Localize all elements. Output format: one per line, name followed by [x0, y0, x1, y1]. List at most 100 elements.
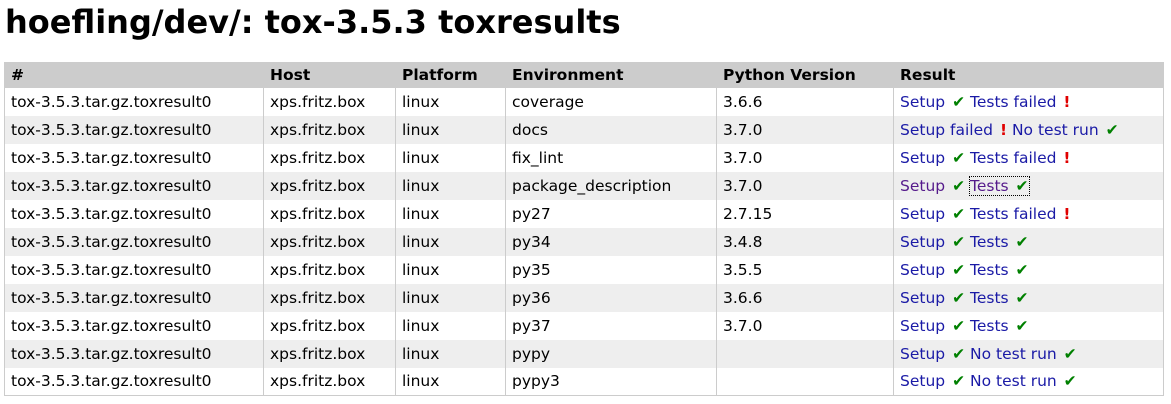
python-version-cell: [716, 367, 894, 396]
environment-cell: py34: [505, 227, 717, 256]
host-cell: xps.fritz.box: [263, 283, 396, 312]
column-header-host: Host: [263, 62, 396, 88]
environment-cell: pypy3: [505, 367, 717, 396]
environment-cell: py37: [505, 311, 717, 340]
checkmark-icon: ✔: [952, 288, 966, 307]
checkmark-icon: ✔: [1063, 344, 1077, 363]
result-name-cell: tox-3.5.3.tar.gz.toxresult0: [4, 339, 264, 368]
setup-result-link[interactable]: Setup: [900, 289, 945, 307]
python-version-cell: [716, 339, 894, 368]
tests-label: Tests: [970, 288, 1009, 307]
exclamation-icon: !: [1063, 92, 1071, 111]
tests-result-link[interactable]: Tests: [970, 317, 1009, 335]
host-cell: xps.fritz.box: [263, 199, 396, 228]
host-cell: xps.fritz.box: [263, 339, 396, 368]
setup-label: Setup: [900, 260, 946, 279]
platform-cell: linux: [395, 255, 506, 284]
tests-label: No test run: [970, 344, 1057, 363]
checkmark-icon: ✔: [1063, 372, 1077, 391]
result-cell: Setup ✔ Tests ✔: [894, 256, 1164, 284]
setup-result-link[interactable]: Setup: [900, 317, 945, 335]
tests-result-link[interactable]: Tests ✔: [969, 175, 1030, 196]
checkmark-icon: ✔: [952, 344, 966, 363]
result-cell: Setup ✔ No test run ✔: [894, 340, 1164, 368]
table-row: tox-3.5.3.tar.gz.toxresult0 xps.fritz.box…: [4, 199, 1164, 228]
environment-cell: pypy: [505, 339, 717, 368]
setup-label: Setup: [900, 176, 946, 195]
tests-result-link[interactable]: Tests failed: [970, 205, 1056, 223]
platform-cell: linux: [395, 143, 506, 172]
tests-label: No test run: [1011, 120, 1099, 139]
setup-result-link[interactable]: Setup: [900, 205, 945, 223]
checkmark-icon: ✔: [952, 260, 966, 279]
environment-cell: coverage: [505, 87, 717, 116]
tests-result-link[interactable]: Tests: [970, 289, 1009, 307]
environment-cell: fix_lint: [505, 143, 717, 172]
python-version-cell: 3.6.6: [716, 87, 894, 116]
setup-result-link[interactable]: Setup: [900, 149, 945, 167]
environment-cell: py35: [505, 255, 717, 284]
checkmark-icon: ✔: [952, 372, 966, 391]
tests-result-link[interactable]: No test run: [1012, 121, 1099, 139]
result-cell: Setup ✔ Tests ✔: [894, 228, 1164, 256]
table-body: tox-3.5.3.tar.gz.toxresult0 xps.fritz.box…: [4, 87, 1164, 396]
tests-result-link[interactable]: Tests: [970, 261, 1009, 279]
python-version-cell: 3.7.0: [716, 171, 894, 200]
page-title: hoefling/dev/: tox-3.5.3 toxresults: [5, 3, 621, 41]
setup-result-link[interactable]: Setup: [900, 233, 945, 251]
host-cell: xps.fritz.box: [263, 255, 396, 284]
table-row: tox-3.5.3.tar.gz.toxresult0 xps.fritz.box…: [4, 311, 1164, 340]
table-row: tox-3.5.3.tar.gz.toxresult0 xps.fritz.box…: [4, 115, 1164, 144]
setup-result-link[interactable]: Setup: [900, 177, 945, 195]
tests-result-link[interactable]: Tests: [970, 233, 1009, 251]
result-name-cell: tox-3.5.3.tar.gz.toxresult0: [4, 115, 264, 144]
table-row: tox-3.5.3.tar.gz.toxresult0 xps.fritz.box…: [4, 283, 1164, 312]
checkmark-icon: ✔: [1015, 316, 1029, 335]
python-version-cell: 3.5.5: [716, 255, 894, 284]
table-row: tox-3.5.3.tar.gz.toxresult0 xps.fritz.box…: [4, 227, 1164, 256]
tests-result-link[interactable]: Tests failed: [970, 149, 1056, 167]
setup-result-link[interactable]: Setup: [900, 93, 945, 111]
platform-cell: linux: [395, 87, 506, 116]
table-header: # Host Platform Environment Python Versi…: [4, 62, 1164, 88]
host-cell: xps.fritz.box: [263, 311, 396, 340]
checkmark-icon: ✔: [952, 204, 966, 223]
exclamation-icon: !: [999, 120, 1008, 139]
setup-label: Setup: [900, 232, 946, 251]
tests-label: Tests: [970, 260, 1009, 279]
python-version-cell: 3.7.0: [716, 311, 894, 340]
python-version-cell: 3.7.0: [716, 115, 894, 144]
column-header-result: Result: [900, 66, 956, 85]
setup-result-link[interactable]: Setup: [900, 261, 945, 279]
setup-result-link[interactable]: Setup: [900, 345, 945, 363]
tests-result-link[interactable]: No test run: [970, 372, 1057, 390]
environment-cell: py36: [505, 283, 717, 312]
table-row: tox-3.5.3.tar.gz.toxresult0 xps.fritz.box…: [4, 339, 1164, 368]
setup-label: Setup: [900, 316, 946, 335]
tests-result-link[interactable]: Tests failed: [970, 93, 1056, 111]
table-header-row: # Host Platform Environment Python Versi…: [4, 62, 1164, 88]
result-name-cell: tox-3.5.3.tar.gz.toxresult0: [4, 171, 264, 200]
platform-cell: linux: [395, 339, 506, 368]
column-header-platform: Platform: [395, 62, 506, 88]
result-cell: Setup ✔ Tests failed !: [894, 88, 1164, 116]
table-row: tox-3.5.3.tar.gz.toxresult0 xps.fritz.box…: [4, 87, 1164, 116]
platform-cell: linux: [395, 171, 506, 200]
setup-label: Setup: [900, 148, 946, 167]
setup-result-link[interactable]: Setup: [900, 372, 945, 390]
tests-result-link[interactable]: No test run: [970, 345, 1057, 363]
platform-cell: linux: [395, 199, 506, 228]
setup-label: Setup: [900, 92, 946, 111]
platform-cell: linux: [395, 283, 506, 312]
exclamation-icon: !: [1063, 204, 1071, 223]
host-cell: xps.fritz.box: [263, 87, 396, 116]
result-cell: Setup ✔ Tests ✔: [894, 312, 1164, 340]
checkmark-icon: ✔: [952, 148, 966, 167]
setup-result-link[interactable]: Setup failed: [900, 121, 993, 139]
result-cell: Setup ✔ Tests ✔: [894, 172, 1164, 200]
column-header-environment: Environment: [505, 62, 717, 88]
python-version-cell: 3.7.0: [716, 143, 894, 172]
tests-label: Tests failed: [970, 92, 1057, 111]
result-cell: Setup ✔ No test run ✔: [894, 368, 1164, 396]
result-name-cell: tox-3.5.3.tar.gz.toxresult0: [4, 367, 264, 396]
